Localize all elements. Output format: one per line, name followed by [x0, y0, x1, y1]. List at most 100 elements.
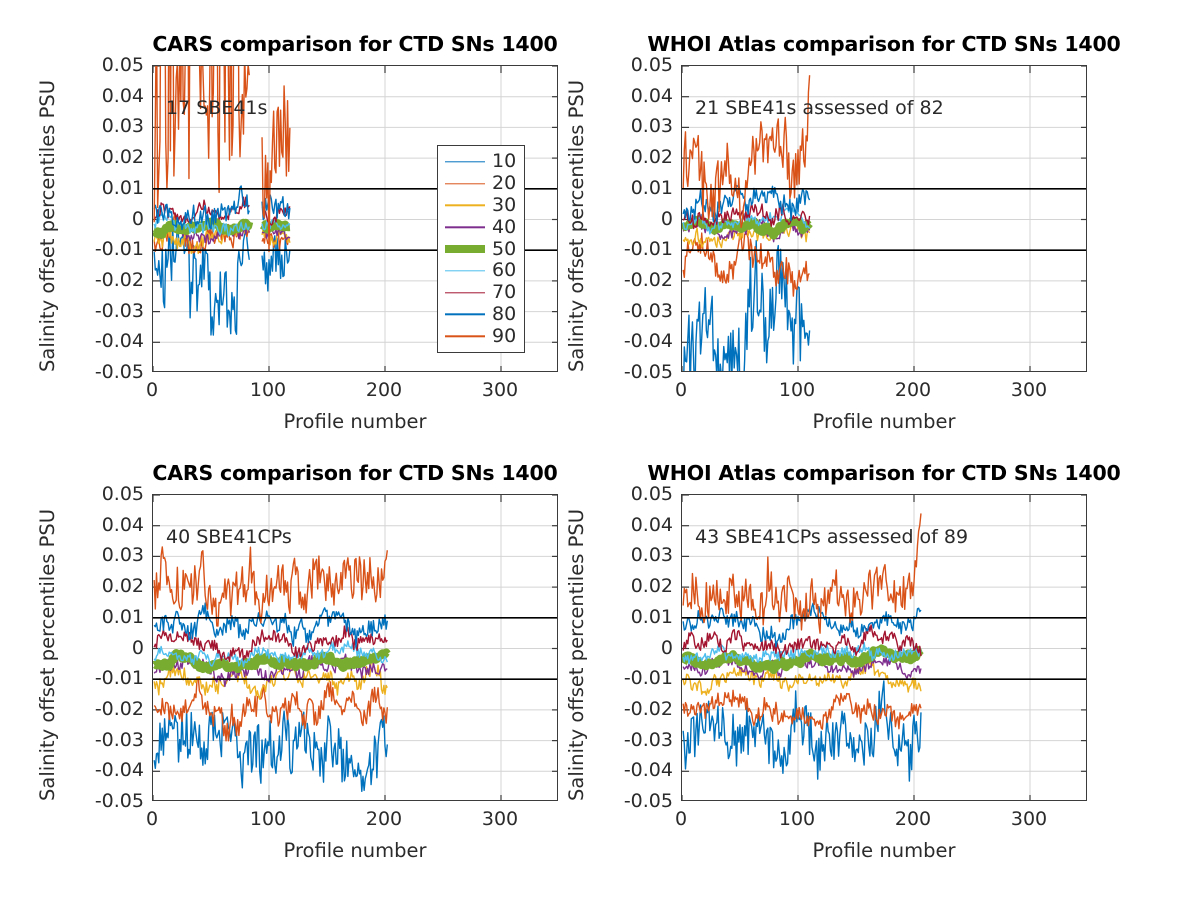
y-tick-label: 0.04 — [630, 513, 673, 536]
legend-color-swatch — [445, 330, 485, 342]
x-axis-label: Profile number — [283, 839, 427, 862]
legend-item-40[interactable]: 40 — [445, 216, 516, 238]
y-tick-label: 0 — [660, 207, 673, 230]
y-tick-label: -0.01 — [623, 667, 673, 690]
series-line-p30 — [682, 660, 922, 696]
x-tick-label: 0 — [674, 808, 688, 830]
reference-lines — [153, 617, 557, 680]
series-line-p10 — [153, 223, 250, 336]
y-tick-label: -0.01 — [94, 238, 144, 261]
legend-item-50[interactable]: 50 — [445, 238, 516, 260]
x-tick-label: 200 — [894, 379, 932, 401]
x-tick-label: 0 — [674, 379, 688, 401]
series-line-p20 — [682, 689, 922, 730]
y-tick-label: 0.02 — [630, 575, 673, 598]
series-line-p90 — [261, 85, 291, 253]
legend-item-label: 70 — [492, 281, 517, 304]
panel-title: WHOI Atlas comparison for CTD SNs 1400 — [647, 461, 1121, 485]
legend-item-60[interactable]: 60 — [445, 260, 516, 282]
plot-area — [152, 494, 558, 801]
y-tick-label: -0.04 — [623, 330, 673, 353]
y-tick-label: -0.04 — [94, 330, 144, 353]
legend-item-30[interactable]: 30 — [445, 195, 516, 217]
legend-color-swatch — [445, 243, 485, 255]
x-tick-label: 100 — [249, 379, 287, 401]
series-canvas — [682, 495, 1086, 800]
y-tick-label: 0.04 — [101, 513, 144, 536]
x-tick-label: 100 — [249, 808, 287, 830]
data-series-group — [682, 513, 924, 782]
series-line-p70 — [682, 202, 811, 229]
y-tick-label: 0.04 — [630, 84, 673, 107]
y-tick-label: 0 — [660, 636, 673, 659]
x-tick-label: 300 — [481, 379, 519, 401]
y-tick-label: 0.02 — [101, 575, 144, 598]
series-line-p50 — [682, 644, 924, 675]
legend-item-90[interactable]: 90 — [445, 325, 516, 347]
legend-color-swatch — [445, 178, 485, 190]
legend-item-label: 20 — [492, 172, 517, 195]
series-line-p90 — [682, 75, 811, 229]
legend-item-label: 50 — [492, 237, 517, 260]
panel-annotation: 40 SBE41CPs — [166, 526, 292, 549]
y-tick-label: -0.02 — [623, 697, 673, 720]
legend-item-label: 80 — [492, 302, 517, 325]
y-tick-label: -0.03 — [94, 728, 144, 751]
series-line-p10 — [153, 708, 389, 793]
x-axis-label: Profile number — [283, 410, 427, 433]
panel-title: CARS comparison for CTD SNs 1400 — [152, 461, 558, 485]
legend-color-swatch — [445, 221, 485, 233]
y-tick-label: -0.03 — [623, 299, 673, 322]
legend-item-10[interactable]: 10 — [445, 151, 516, 173]
y-tick-label: 0.03 — [630, 115, 673, 138]
legend-item-label: 90 — [492, 324, 517, 347]
x-tick-label: 200 — [894, 808, 932, 830]
x-axis-label: Profile number — [812, 410, 956, 433]
legend: 10 20 30 40 50 60 70 80 90 — [437, 145, 526, 354]
x-tick-label: 0 — [145, 808, 159, 830]
reference-lines — [682, 188, 1086, 251]
y-tick-label: 0.04 — [101, 84, 144, 107]
series-line-p90 — [153, 66, 250, 223]
plot-area — [681, 494, 1087, 801]
series-line-p70 — [153, 624, 388, 662]
y-tick-label: 0.05 — [630, 483, 673, 505]
panel-title: CARS comparison for CTD SNs 1400 — [152, 32, 558, 56]
y-tick-label: 0.03 — [630, 544, 673, 567]
legend-color-swatch — [445, 265, 485, 277]
y-tick-label: -0.03 — [94, 299, 144, 322]
y-tick-label: 0.01 — [630, 176, 673, 199]
y-tick-label: 0.01 — [630, 605, 673, 628]
x-tick-label: 300 — [1010, 379, 1048, 401]
legend-item-70[interactable]: 70 — [445, 282, 516, 304]
series-line-p90 — [682, 513, 922, 634]
y-tick-label: -0.02 — [94, 268, 144, 291]
legend-item-label: 40 — [492, 215, 517, 238]
y-tick-label: -0.05 — [94, 790, 144, 812]
y-tick-label: 0.05 — [101, 483, 144, 505]
series-line-p60 — [153, 640, 388, 668]
plot-area — [681, 65, 1087, 372]
x-tick-label: 200 — [365, 808, 403, 830]
series-line-p80 — [682, 184, 811, 223]
legend-item-80[interactable]: 80 — [445, 304, 516, 326]
y-tick-label: 0.05 — [101, 54, 144, 76]
y-tick-label: 0.05 — [630, 54, 673, 76]
series-canvas — [682, 66, 1086, 371]
series-line-p80 — [261, 194, 291, 221]
y-tick-label: 0 — [131, 636, 144, 659]
legend-item-20[interactable]: 20 — [445, 173, 516, 195]
series-line-p10 — [682, 680, 922, 782]
series-line-p70 — [682, 624, 922, 659]
x-tick-label: 300 — [481, 808, 519, 830]
y-axis-label: Salinity offset percentiles PSU — [565, 509, 588, 801]
y-tick-label: -0.04 — [623, 759, 673, 782]
panel-annotation: 21 SBE41s assessed of 82 — [695, 97, 944, 120]
y-tick-label: -0.03 — [623, 728, 673, 751]
y-tick-label: -0.01 — [94, 667, 144, 690]
y-tick-label: -0.04 — [94, 759, 144, 782]
series-line-p10 — [683, 239, 811, 371]
